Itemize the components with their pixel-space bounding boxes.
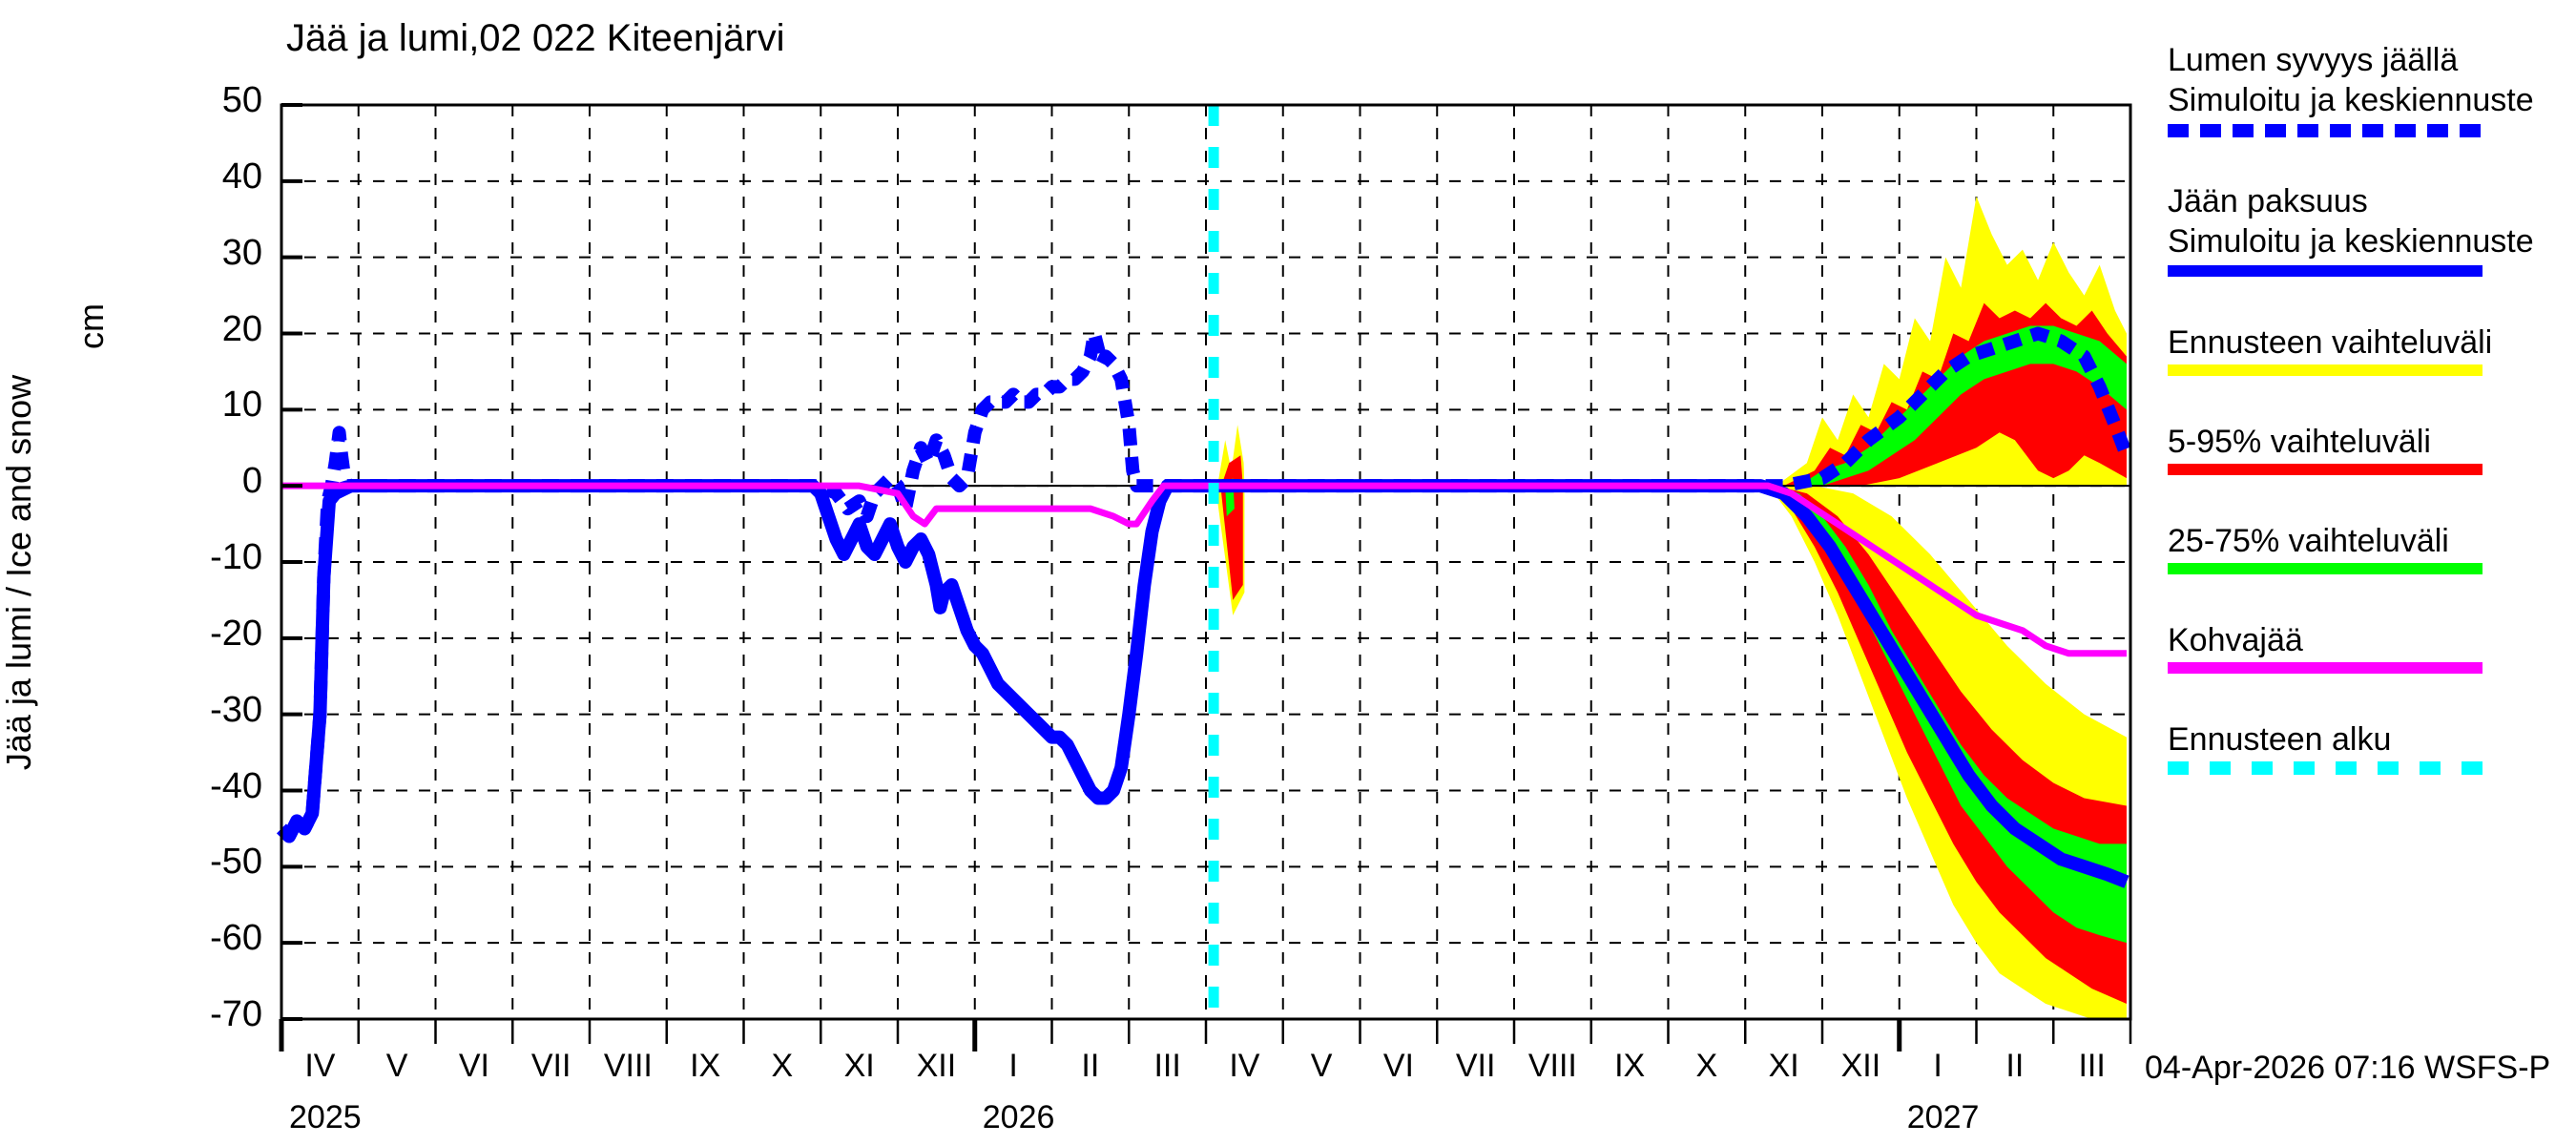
y-tick-label: 50 <box>221 80 262 120</box>
legend-swatch-forecast-range <box>2168 364 2483 376</box>
x-tick-label: I <box>1008 1048 1018 1084</box>
x-year-label: 2026 <box>982 1099 1055 1135</box>
y-tick-label: -50 <box>210 842 262 883</box>
y-tick-label: 40 <box>221 156 262 197</box>
legend-sublabel-ice-thickness: Simuloitu ja keskiennuste <box>2168 223 2534 260</box>
x-tick-label: V <box>1310 1048 1333 1084</box>
legend-swatch-kohvajaa <box>2168 662 2483 674</box>
legend-label-snow-depth-on-ice: Lumen syvyys jäällä <box>2168 42 2459 78</box>
y-tick-label: -20 <box>210 613 262 654</box>
legend-swatch-forecast-start <box>2168 761 2483 775</box>
y-tick-label: -60 <box>210 918 262 959</box>
x-tick-label: X <box>1695 1048 1718 1084</box>
x-tick-label: XII <box>916 1048 957 1084</box>
legend-label-kohvajaa: Kohvajää <box>2168 622 2303 658</box>
x-tick-label: XI <box>843 1048 875 1084</box>
x-tick-label: VII <box>1455 1048 1496 1084</box>
page-title: Jää ja lumi,02 022 Kiteenjärvi <box>286 17 785 59</box>
y-tick-label: -40 <box>210 765 262 806</box>
legend-swatch-range-5-95 <box>2168 464 2483 475</box>
x-year-label: 2025 <box>289 1099 362 1135</box>
x-tick-label: IX <box>690 1048 721 1084</box>
legend-label-range-25-75: 25-75% vaihteluväli <box>2168 523 2449 559</box>
x-tick-label: X <box>771 1048 794 1084</box>
x-tick-label: VIII <box>603 1048 653 1084</box>
timestamp-label: 04-Apr-2026 07:16 WSFS-P <box>2145 1050 2551 1086</box>
legend-label-forecast-start: Ennusteen alku <box>2168 721 2392 758</box>
x-tick-label: XII <box>1840 1048 1881 1084</box>
legend-swatch-snow-depth-on-ice <box>2168 124 2483 137</box>
legend-sublabel-snow-depth-on-ice: Simuloitu ja keskiennuste <box>2168 82 2534 118</box>
x-tick-label: II <box>2005 1048 2025 1084</box>
x-year-label: 2027 <box>1906 1099 1980 1135</box>
y-tick-label: -70 <box>210 994 262 1034</box>
legend-label-forecast-range: Ennusteen vaihteluväli <box>2168 324 2493 361</box>
x-tick-label: IV <box>1229 1048 1260 1084</box>
y-tick-label: 20 <box>221 308 262 349</box>
legend-swatch-ice-thickness <box>2168 265 2483 277</box>
y-tick-label: -30 <box>210 689 262 730</box>
x-tick-label: VIII <box>1527 1048 1577 1084</box>
x-tick-label: III <box>1153 1048 1181 1084</box>
x-tick-label: IX <box>1614 1048 1646 1084</box>
x-tick-label: VI <box>1382 1048 1414 1084</box>
legend-label-range-5-95: 5-95% vaihteluväli <box>2168 424 2431 460</box>
x-tick-label: I <box>1933 1048 1942 1084</box>
x-tick-label: V <box>385 1048 408 1084</box>
x-tick-label: II <box>1081 1048 1100 1084</box>
y-tick-label: -10 <box>210 537 262 577</box>
legend-label-ice-thickness: Jään paksuus <box>2168 183 2368 219</box>
x-tick-label: IV <box>304 1048 336 1084</box>
y-tick-label: 0 <box>241 461 262 502</box>
x-tick-label: III <box>2078 1048 2106 1084</box>
x-tick-label: VII <box>530 1048 571 1084</box>
y-tick-label: 30 <box>221 232 262 273</box>
y-tick-label: 10 <box>221 385 262 426</box>
legend-swatch-range-25-75 <box>2168 563 2483 574</box>
x-tick-label: XI <box>1768 1048 1799 1084</box>
x-tick-label: VI <box>458 1048 489 1084</box>
